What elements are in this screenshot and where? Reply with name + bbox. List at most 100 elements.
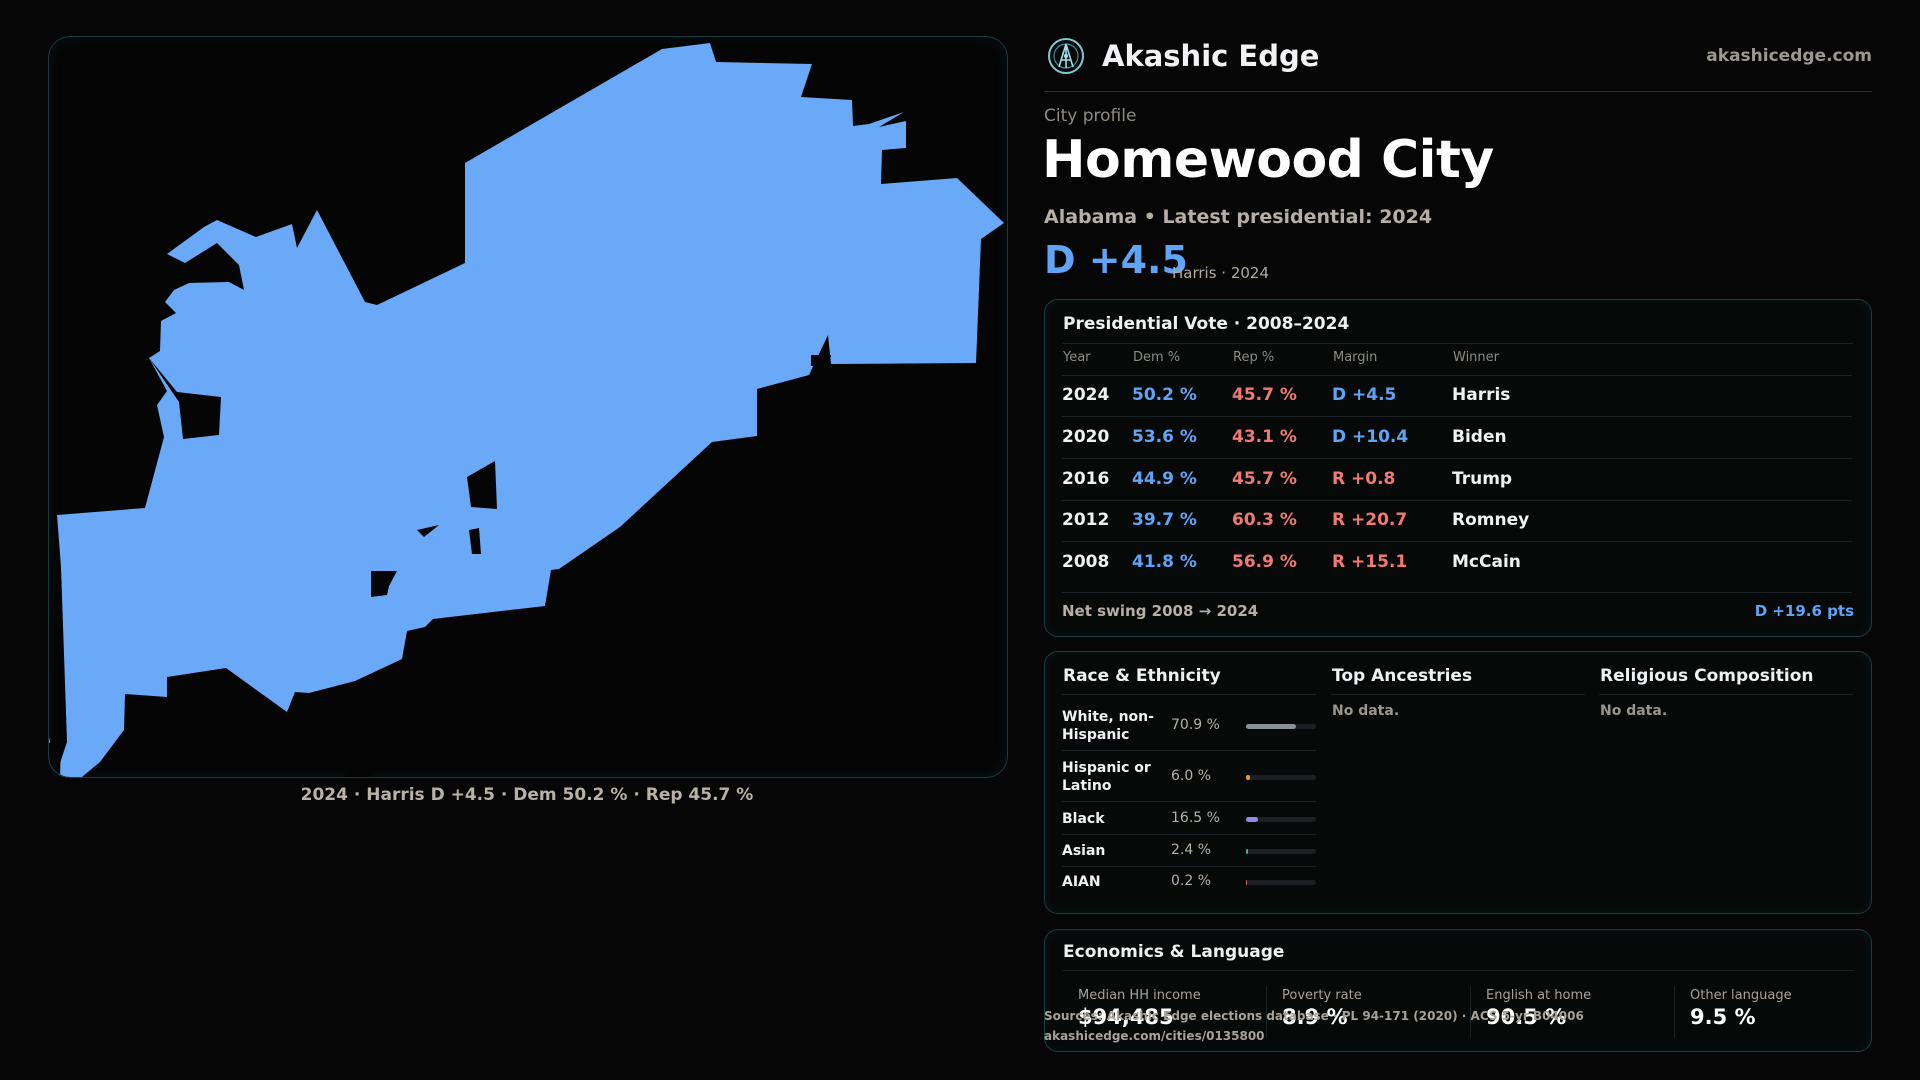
table-divider bbox=[1062, 500, 1852, 501]
rep-pct-cell: 45.7 % bbox=[1232, 469, 1297, 489]
econ-label: English at home bbox=[1486, 988, 1592, 1003]
footer-sources: Sources: Akashic Edge elections database… bbox=[1044, 1009, 1584, 1023]
race-row: AIAN 0.2 % bbox=[1062, 873, 1316, 891]
winner-cell: Harris bbox=[1452, 385, 1511, 405]
net-swing-value: D +19.6 pts bbox=[1754, 602, 1854, 620]
latest-margin-note: Harris · 2024 bbox=[1172, 264, 1270, 282]
race-percent: 16.5 % bbox=[1171, 810, 1220, 826]
race-divider bbox=[1062, 750, 1316, 751]
footer-link[interactable]: akashicedge.com/cities/0135800 bbox=[1044, 1029, 1265, 1043]
table-divider bbox=[1062, 541, 1852, 542]
race-row: Hispanic or Latino 6.0 % bbox=[1062, 759, 1316, 795]
page-title: Homewood City bbox=[1042, 130, 1494, 190]
race-divider bbox=[1062, 866, 1316, 867]
econ-value: 9.5 % bbox=[1690, 1005, 1756, 1029]
race-bar-fill bbox=[1246, 724, 1296, 729]
race-divider bbox=[1062, 694, 1316, 695]
econ-card-title: Economics & Language bbox=[1063, 942, 1285, 962]
winner-cell: Trump bbox=[1452, 469, 1513, 489]
margin-cell: R +15.1 bbox=[1332, 552, 1408, 572]
year-cell: 2024 bbox=[1062, 385, 1110, 405]
econ-divider-vertical bbox=[1470, 986, 1471, 1038]
econ-label: Other language bbox=[1690, 988, 1792, 1003]
year-cell: 2012 bbox=[1062, 510, 1110, 530]
margin-cell: D +10.4 bbox=[1332, 427, 1409, 447]
dem-pct-cell: 41.8 % bbox=[1132, 552, 1197, 572]
map-caption: 2024 · Harris D +4.5 · Dem 50.2 % · Rep … bbox=[300, 785, 754, 805]
latest-margin: D +4.5 bbox=[1044, 238, 1188, 282]
rep-pct-cell: 56.9 % bbox=[1232, 552, 1297, 572]
ancestries-empty: No data. bbox=[1332, 703, 1400, 719]
year-cell: 2008 bbox=[1062, 552, 1110, 572]
city-boundary-shape[interactable] bbox=[49, 43, 1004, 777]
econ-divider-vertical bbox=[1674, 986, 1675, 1038]
race-bar-track bbox=[1246, 817, 1316, 822]
akashic-edge-logo-icon bbox=[1048, 38, 1084, 74]
header-divider bbox=[1044, 91, 1872, 92]
net-swing-label: Net swing 2008 → 2024 bbox=[1062, 602, 1259, 620]
year-cell: 2016 bbox=[1062, 469, 1110, 489]
margin-cell: D +4.5 bbox=[1332, 385, 1397, 405]
race-label: AIAN bbox=[1062, 874, 1101, 890]
brand[interactable]: Akashic Edge bbox=[1046, 36, 1319, 76]
table-row[interactable]: 2012 39.7 % 60.3 % R +20.7 Romney bbox=[1062, 500, 1852, 540]
rep-pct-cell: 60.3 % bbox=[1232, 510, 1297, 530]
race-divider bbox=[1062, 834, 1316, 835]
col-header-dem: Dem % bbox=[1133, 350, 1181, 365]
race-label: Black bbox=[1062, 811, 1105, 827]
econ-poverty-rate: Poverty rate 8.9 % bbox=[1282, 988, 1362, 1029]
econ-label: Poverty rate bbox=[1282, 988, 1362, 1003]
race-bar-fill bbox=[1246, 817, 1258, 822]
race-bar-fill bbox=[1246, 880, 1247, 885]
col-header-rep: Rep % bbox=[1233, 350, 1275, 365]
table-row[interactable]: 2008 41.8 % 56.9 % R +15.1 McCain bbox=[1062, 542, 1852, 582]
economics-card: Economics & Language bbox=[1044, 929, 1872, 1052]
brand-url-link[interactable]: akashicedge.com bbox=[1706, 46, 1872, 66]
brand-name: Akashic Edge bbox=[1102, 39, 1320, 73]
dem-pct-cell: 53.6 % bbox=[1132, 427, 1197, 447]
econ-english-at-home: English at home 90.5 % bbox=[1486, 988, 1591, 1029]
race-row: Asian 2.4 % bbox=[1062, 842, 1316, 860]
econ-value: 90.5 % bbox=[1486, 1005, 1567, 1029]
econ-label: Median HH income bbox=[1078, 988, 1201, 1003]
race-label: Asian bbox=[1062, 843, 1106, 859]
dem-pct-cell: 39.7 % bbox=[1132, 510, 1197, 530]
race-row: Black 16.5 % bbox=[1062, 810, 1316, 828]
dem-pct-cell: 50.2 % bbox=[1132, 385, 1197, 405]
religion-empty: No data. bbox=[1600, 703, 1668, 719]
winner-cell: Biden bbox=[1452, 427, 1507, 447]
vote-card-divider bbox=[1063, 343, 1853, 344]
winner-cell: McCain bbox=[1452, 552, 1521, 572]
table-divider bbox=[1062, 416, 1852, 417]
race-title: Race & Ethnicity bbox=[1063, 666, 1221, 686]
race-percent: 6.0 % bbox=[1171, 768, 1212, 784]
ancestries-divider bbox=[1331, 694, 1585, 695]
margin-cell: R +20.7 bbox=[1332, 510, 1408, 530]
race-bar-track bbox=[1246, 880, 1316, 885]
econ-value: 8.9 % bbox=[1282, 1005, 1348, 1029]
race-bar-track bbox=[1246, 775, 1316, 780]
city-subtitle: Alabama • Latest presidential: 2024 bbox=[1044, 206, 1433, 228]
econ-other-language: Other language 9.5 % bbox=[1690, 988, 1792, 1029]
econ-value: $94,485 bbox=[1078, 1005, 1174, 1029]
table-row[interactable]: 2024 50.2 % 45.7 % D +4.5 Harris bbox=[1062, 375, 1852, 415]
col-header-margin: Margin bbox=[1333, 350, 1378, 365]
winner-cell: Romney bbox=[1452, 510, 1530, 530]
race-label: Hispanic or Latino bbox=[1062, 760, 1151, 794]
econ-median-income: Median HH income $94,485 bbox=[1078, 988, 1201, 1029]
race-percent: 2.4 % bbox=[1171, 842, 1212, 858]
col-header-winner: Winner bbox=[1453, 350, 1500, 365]
race-bar-track bbox=[1246, 724, 1316, 729]
year-cell: 2020 bbox=[1062, 427, 1110, 447]
presidential-vote-card: Presidential Vote · 2008–2024 bbox=[1044, 299, 1872, 637]
footer: Sources: Akashic Edge elections database… bbox=[1044, 1006, 1584, 1046]
city-boundary-map[interactable] bbox=[49, 37, 1007, 777]
table-divider bbox=[1062, 458, 1852, 459]
map-panel[interactable] bbox=[48, 36, 1008, 778]
table-row[interactable]: 2016 44.9 % 45.7 % R +0.8 Trump bbox=[1062, 459, 1852, 499]
race-percent: 70.9 % bbox=[1171, 717, 1220, 733]
table-row[interactable]: 2020 53.6 % 43.1 % D +10.4 Biden bbox=[1062, 417, 1852, 457]
race-bar-fill bbox=[1246, 849, 1248, 854]
econ-divider-vertical bbox=[1266, 986, 1267, 1038]
race-label: White, non-Hispanic bbox=[1062, 709, 1154, 743]
